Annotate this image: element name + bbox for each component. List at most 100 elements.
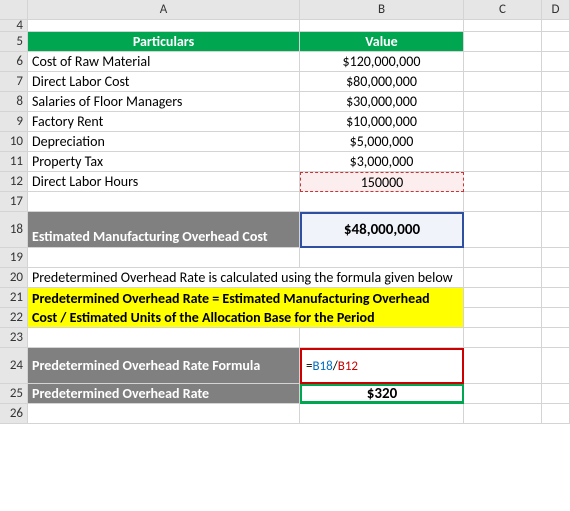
rowhdr-5[interactable]: 5 [0, 32, 28, 52]
rowhdr-22[interactable]: 22 [0, 308, 28, 328]
cell-C4[interactable] [464, 20, 542, 32]
cell-D18[interactable] [542, 212, 570, 248]
rowhdr-11[interactable]: 11 [0, 152, 28, 172]
cell-C9[interactable] [464, 112, 542, 132]
rowhdr-20[interactable]: 20 [0, 268, 28, 288]
cell-D6[interactable] [542, 52, 570, 72]
rowhdr-18[interactable]: 18 [0, 212, 28, 248]
corner-cell [0, 0, 28, 20]
formula-ref-B12: B12 [338, 359, 358, 374]
cell-A17[interactable] [28, 192, 300, 212]
rowhdr-21[interactable]: 21 [0, 288, 28, 308]
cell-A7[interactable]: Direct Labor Cost [28, 72, 300, 92]
cell-A10[interactable]: Depreciation [28, 132, 300, 152]
cell-B8[interactable]: $30,000,000 [300, 92, 464, 112]
cell-A8[interactable]: Salaries of Floor Managers [28, 92, 300, 112]
cell-D24[interactable] [542, 348, 570, 384]
cell-C8[interactable] [464, 92, 542, 112]
cell-D5[interactable] [542, 32, 570, 52]
cell-C22[interactable] [464, 308, 542, 328]
colhdr-D[interactable]: D [542, 0, 570, 20]
cell-A21[interactable]: Predetermined Overhead Rate = Estimated … [28, 288, 464, 308]
cell-C12[interactable] [464, 172, 542, 192]
cell-C7[interactable] [464, 72, 542, 92]
cell-A9[interactable]: Factory Rent [28, 112, 300, 132]
rowhdr-12[interactable]: 12 [0, 172, 28, 192]
cell-D19[interactable] [542, 248, 570, 268]
rowhdr-17[interactable]: 17 [0, 192, 28, 212]
cell-B6[interactable]: $120,000,000 [300, 52, 464, 72]
cell-A25[interactable]: Predetermined Overhead Rate [28, 384, 300, 404]
cell-A4[interactable] [28, 20, 300, 32]
colhdr-A[interactable]: A [28, 0, 300, 20]
rowhdr-10[interactable]: 10 [0, 132, 28, 152]
cell-A20[interactable]: Predetermined Overhead Rate is calculate… [28, 268, 464, 288]
cell-C6[interactable] [464, 52, 542, 72]
cell-A5[interactable]: Particulars [28, 32, 300, 52]
cell-B26[interactable] [300, 404, 464, 424]
cell-A22[interactable]: Cost / Estimated Units of the Allocation… [28, 308, 464, 328]
cell-C20[interactable] [464, 268, 542, 288]
rowhdr-6[interactable]: 6 [0, 52, 28, 72]
cell-D8[interactable] [542, 92, 570, 112]
cell-C11[interactable] [464, 152, 542, 172]
rowhdr-24[interactable]: 24 [0, 348, 28, 384]
cell-C5[interactable] [464, 32, 542, 52]
cell-D26[interactable] [542, 404, 570, 424]
cell-A26[interactable] [28, 404, 300, 424]
rowhdr-26[interactable]: 26 [0, 404, 28, 424]
colhdr-C[interactable]: C [464, 0, 542, 20]
cell-B5[interactable]: Value [300, 32, 464, 52]
cell-B4[interactable] [300, 20, 464, 32]
cell-C17[interactable] [464, 192, 542, 212]
cell-C23[interactable] [464, 328, 542, 348]
cell-B12[interactable]: 150000 [300, 172, 464, 192]
cell-D17[interactable] [542, 192, 570, 212]
rowhdr-7[interactable]: 7 [0, 72, 28, 92]
cell-D11[interactable] [542, 152, 570, 172]
cell-D12[interactable] [542, 172, 570, 192]
cell-B18[interactable]: $48,000,000 [300, 212, 464, 248]
rowhdr-4[interactable]: 4 [0, 20, 28, 32]
cell-B23[interactable] [300, 328, 464, 348]
cell-D7[interactable] [542, 72, 570, 92]
cell-D22[interactable] [542, 308, 570, 328]
cell-A6[interactable]: Cost of Raw Material [28, 52, 300, 72]
cell-A11[interactable]: Property Tax [28, 152, 300, 172]
formula-ref-B18: B18 [312, 359, 332, 374]
colhdr-B[interactable]: B [300, 0, 464, 20]
cell-A18[interactable]: Estimated Manufacturing Overhead Cost [28, 212, 300, 248]
cell-B7[interactable]: $80,000,000 [300, 72, 464, 92]
rowhdr-25[interactable]: 25 [0, 384, 28, 404]
cell-B9[interactable]: $10,000,000 [300, 112, 464, 132]
cell-D25[interactable] [542, 384, 570, 404]
rowhdr-19[interactable]: 19 [0, 248, 28, 268]
rowhdr-8[interactable]: 8 [0, 92, 28, 112]
cell-C19[interactable] [464, 248, 542, 268]
cell-B19[interactable] [300, 248, 464, 268]
cell-D10[interactable] [542, 132, 570, 152]
cell-B17[interactable] [300, 192, 464, 212]
cell-C24[interactable] [464, 348, 542, 384]
spreadsheet-grid: A B C D 4 5 Particulars Value 6 Cost of … [0, 0, 570, 424]
cell-D20[interactable] [542, 268, 570, 288]
rowhdr-9[interactable]: 9 [0, 112, 28, 132]
cell-B11[interactable]: $3,000,000 [300, 152, 464, 172]
cell-C18[interactable] [464, 212, 542, 248]
cell-B25[interactable]: $320 [300, 384, 464, 404]
cell-C26[interactable] [464, 404, 542, 424]
cell-D4[interactable] [542, 20, 570, 32]
cell-C21[interactable] [464, 288, 542, 308]
cell-D9[interactable] [542, 112, 570, 132]
cell-A23[interactable] [28, 328, 300, 348]
cell-C25[interactable] [464, 384, 542, 404]
cell-A19[interactable] [28, 248, 300, 268]
cell-D21[interactable] [542, 288, 570, 308]
cell-B24[interactable]: = B18 / B12 [300, 348, 464, 384]
cell-C10[interactable] [464, 132, 542, 152]
cell-B10[interactable]: $5,000,000 [300, 132, 464, 152]
rowhdr-23[interactable]: 23 [0, 328, 28, 348]
cell-D23[interactable] [542, 328, 570, 348]
cell-A12[interactable]: Direct Labor Hours [28, 172, 300, 192]
cell-A24[interactable]: Predetermined Overhead Rate Formula [28, 348, 300, 384]
